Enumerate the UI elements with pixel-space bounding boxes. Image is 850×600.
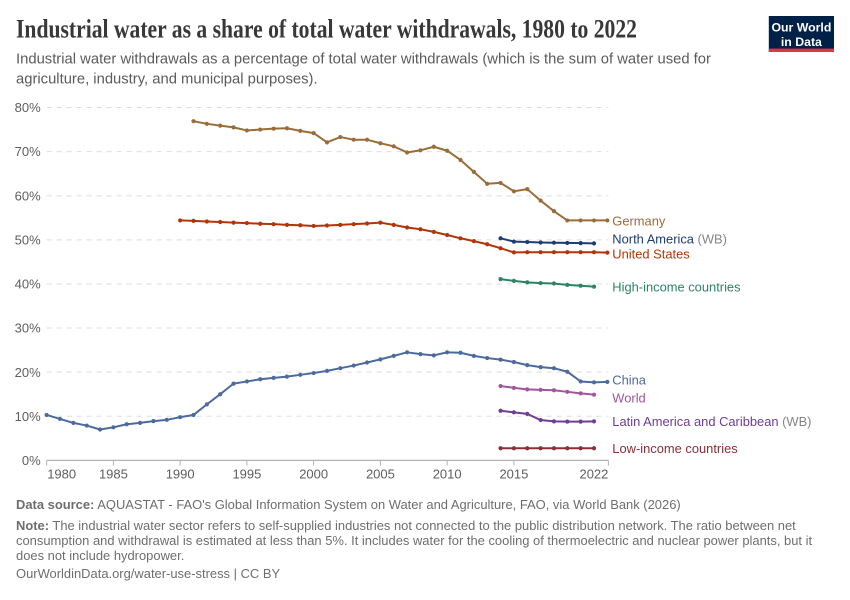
svg-text:2000: 2000: [299, 467, 328, 482]
svg-text:agriculture, industry, and mun: agriculture, industry, and municipal pur…: [16, 72, 318, 88]
svg-text:World: World: [612, 391, 645, 406]
svg-text:China: China: [612, 373, 647, 388]
svg-text:1985: 1985: [99, 467, 128, 482]
svg-text:does not include hydropower.: does not include hydropower.: [16, 548, 184, 563]
svg-text:2022: 2022: [579, 467, 608, 482]
svg-text:60%: 60%: [15, 188, 41, 203]
svg-text:OurWorldinData.org/water-use-s: OurWorldinData.org/water-use-stress | CC…: [16, 566, 280, 581]
svg-text:2010: 2010: [433, 467, 462, 482]
svg-text:80%: 80%: [15, 100, 41, 115]
svg-text:consumption and withdrawal is: consumption and withdrawal is estimated …: [16, 533, 812, 548]
svg-text:30%: 30%: [15, 321, 41, 336]
svg-text:Germany: Germany: [612, 213, 666, 228]
svg-text:10%: 10%: [15, 409, 41, 424]
svg-text:Low-income countries: Low-income countries: [612, 441, 737, 456]
svg-text:High-income countries: High-income countries: [612, 280, 740, 295]
svg-text:Industrial water as a share of: Industrial water as a share of total wat…: [16, 14, 637, 44]
svg-text:0%: 0%: [22, 453, 41, 468]
svg-text:Note: The industrial water sec: Note: The industrial water sector refers…: [16, 518, 796, 533]
svg-text:2015: 2015: [499, 467, 528, 482]
svg-text:40%: 40%: [15, 277, 41, 292]
svg-text:Latin America and Caribbean (W: Latin America and Caribbean (WB): [612, 414, 811, 429]
svg-text:in Data: in Data: [781, 35, 822, 49]
svg-text:Industrial water withdrawals a: Industrial water withdrawals as a percen…: [16, 52, 711, 68]
svg-text:20%: 20%: [15, 365, 41, 380]
svg-text:North America (WB): North America (WB): [612, 231, 727, 246]
svg-text:United States: United States: [612, 246, 689, 261]
svg-text:Data source: AQUASTAT - FAO's: Data source: AQUASTAT - FAO's Global Inf…: [16, 497, 681, 512]
svg-text:50%: 50%: [15, 232, 41, 247]
svg-text:1980: 1980: [47, 467, 76, 482]
svg-text:1995: 1995: [232, 467, 261, 482]
svg-text:2005: 2005: [366, 467, 395, 482]
svg-text:Our World: Our World: [771, 21, 831, 35]
svg-text:1990: 1990: [166, 467, 195, 482]
svg-text:70%: 70%: [15, 144, 41, 159]
